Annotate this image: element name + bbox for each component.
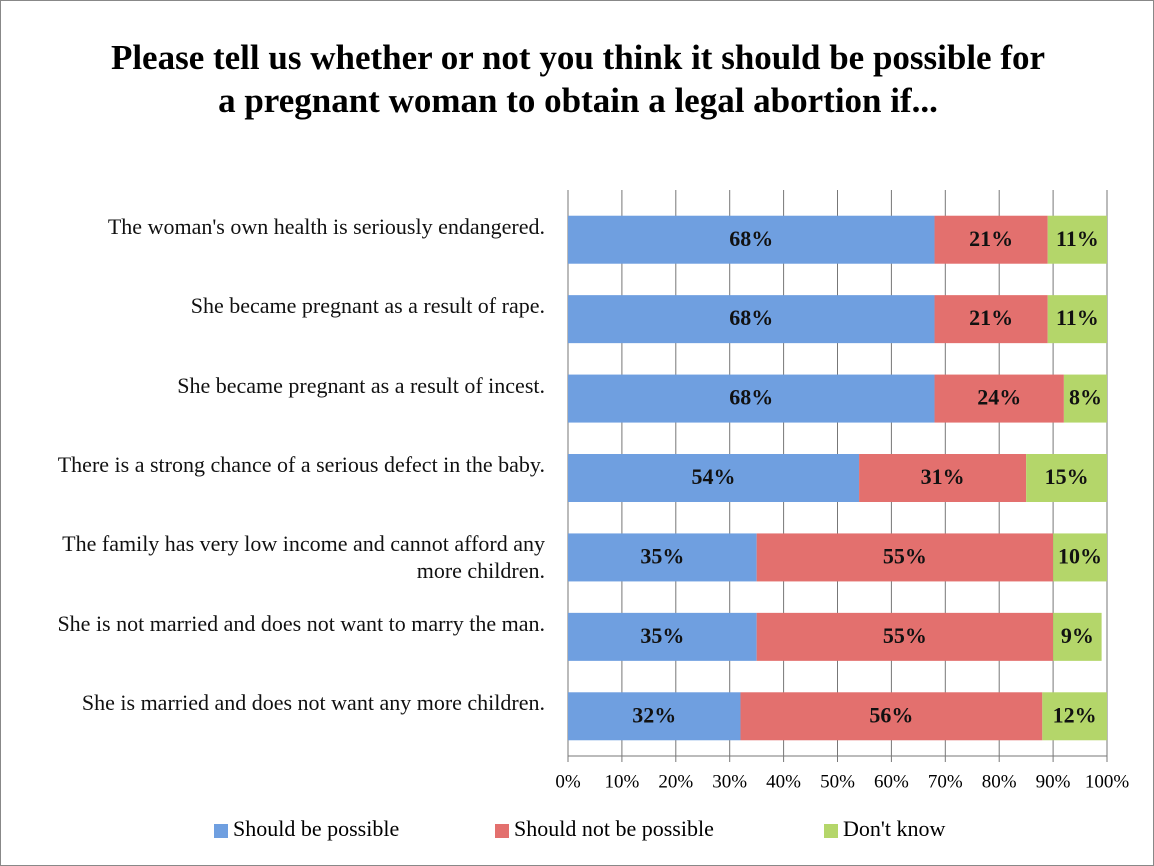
category-label: She is not married and does not want to …: [57, 610, 545, 636]
legend-label: Should be possible: [233, 816, 399, 841]
x-tick-label: 20%: [658, 771, 693, 792]
legend-swatch: [214, 824, 228, 838]
bar-segment: [1053, 612, 1102, 661]
data-label: 24%: [977, 385, 1021, 410]
category-label: She became pregnant as a result of inces…: [177, 372, 545, 398]
category-label: She became pregnant as a result of rape.: [190, 293, 545, 319]
x-tick-label: 80%: [982, 771, 1017, 792]
x-tick-label: 90%: [1036, 771, 1071, 792]
chart-title: Please tell us whether or not you think …: [110, 38, 1046, 120]
data-label: 68%: [729, 305, 773, 330]
x-tick-label: 10%: [604, 771, 639, 792]
bar-segment: [568, 692, 741, 741]
data-label: 9%: [1061, 623, 1094, 648]
category-label: There is a strong chance of a serious de…: [57, 452, 545, 477]
bar-segment: [568, 454, 860, 502]
data-label: 68%: [729, 385, 773, 410]
legend-swatch: [824, 824, 838, 838]
legend-label: Don't know: [843, 816, 945, 841]
x-tick-label: 60%: [874, 771, 909, 792]
legend-label: Should not be possible: [514, 816, 714, 841]
data-label: 68%: [729, 226, 773, 251]
bar-segment: [568, 295, 935, 344]
data-label: 11%: [1056, 226, 1099, 251]
x-tick-label: 40%: [766, 771, 801, 792]
bar-segment: [1026, 454, 1107, 502]
x-tick-label: 100%: [1085, 771, 1130, 792]
data-label: 31%: [921, 464, 965, 489]
bar-segment: [934, 374, 1064, 423]
data-label: 32%: [632, 702, 676, 727]
bar-segment: [568, 374, 935, 423]
bar-segment: [934, 215, 1048, 264]
data-label: 35%: [640, 623, 684, 648]
bar-segment: [1047, 295, 1107, 344]
bar-segment: [568, 215, 935, 264]
bar-segment: [1063, 374, 1107, 423]
bar-segment: [1042, 692, 1107, 741]
bar-segment: [756, 612, 1054, 661]
x-tick-label: 50%: [820, 771, 855, 792]
bar-segment: [568, 533, 757, 582]
data-label: 11%: [1056, 305, 1099, 330]
data-label: 8%: [1069, 385, 1102, 410]
data-label: 54%: [692, 464, 736, 489]
bar-segment: [740, 692, 1043, 741]
category-label: The woman's own health is seriously enda…: [107, 213, 545, 239]
category-label: The family has very low income and canno…: [62, 531, 545, 584]
data-label: 55%: [883, 623, 927, 648]
x-tick-label: 30%: [712, 771, 747, 792]
category-label: She is married and does not want any mor…: [81, 690, 545, 716]
x-tick-label: 0%: [555, 771, 581, 792]
bar-segment: [568, 612, 757, 661]
data-label: 12%: [1053, 702, 1097, 727]
legend-swatch: [495, 824, 509, 838]
data-label: 55%: [883, 543, 927, 568]
bar-segment: [1047, 215, 1107, 264]
bar-segment: [756, 533, 1054, 582]
bar-segment: [934, 295, 1048, 344]
x-tick-label: 70%: [928, 771, 963, 792]
data-label: 56%: [869, 702, 913, 727]
bar-segment: [859, 454, 1027, 502]
data-label: 35%: [640, 543, 684, 568]
bar-segment: [1053, 533, 1107, 582]
data-label: 15%: [1045, 464, 1089, 489]
data-label: 21%: [969, 226, 1013, 251]
data-label: 10%: [1058, 543, 1102, 568]
data-label: 21%: [969, 305, 1013, 330]
